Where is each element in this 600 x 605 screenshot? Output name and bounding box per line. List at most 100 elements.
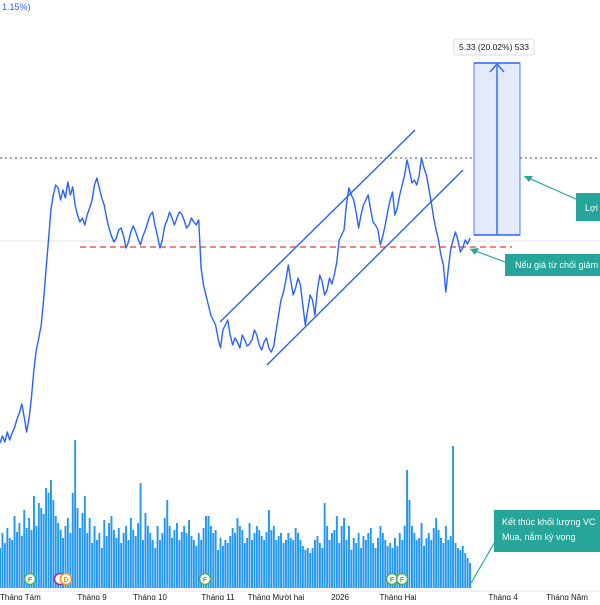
volume-bar bbox=[391, 548, 394, 588]
volume-bar bbox=[222, 546, 224, 588]
volume-bar bbox=[430, 540, 433, 588]
volume-bar bbox=[91, 543, 94, 588]
volume-bar bbox=[127, 540, 130, 588]
volume-bar bbox=[357, 533, 360, 588]
volume-bar bbox=[42, 514, 45, 588]
volume-bar bbox=[396, 546, 399, 588]
volume-bar bbox=[398, 533, 401, 588]
volume-bar bbox=[381, 533, 384, 588]
volume-bar bbox=[364, 540, 367, 588]
volume-bar bbox=[362, 536, 365, 588]
volume-bar bbox=[304, 550, 307, 588]
callout-profit-box[interactable] bbox=[576, 193, 600, 221]
volume-bar bbox=[226, 543, 229, 588]
volume-bar bbox=[318, 543, 321, 588]
price-change-text: 1.15%) bbox=[2, 2, 31, 12]
callout-reject-arrow bbox=[470, 248, 479, 255]
volume-bar bbox=[352, 538, 355, 588]
callout-reject-text: Nếu giá từ chối giảm bbox=[515, 260, 598, 270]
volume-bar bbox=[442, 543, 445, 588]
volume-bar bbox=[297, 533, 299, 588]
channel-lower-line[interactable] bbox=[266, 169, 464, 366]
volume-bar bbox=[234, 533, 236, 588]
volume-bar bbox=[331, 533, 333, 588]
volume-bar bbox=[379, 526, 382, 588]
volume-bar bbox=[367, 533, 370, 588]
volume-bar bbox=[372, 543, 375, 588]
volume-bar bbox=[328, 540, 331, 588]
volume-bar bbox=[444, 526, 447, 588]
volume-bar bbox=[258, 530, 261, 588]
volume-bar bbox=[272, 526, 275, 588]
volume-bar bbox=[425, 538, 428, 588]
volume-bar bbox=[103, 520, 106, 588]
volume-bar bbox=[18, 523, 21, 588]
volume-bar bbox=[125, 526, 127, 588]
event-marker-d-icon[interactable]: D bbox=[59, 572, 73, 586]
volume-bar bbox=[447, 540, 450, 588]
volume-bar bbox=[282, 543, 285, 588]
volume-bar bbox=[209, 526, 212, 588]
volume-bar bbox=[263, 540, 266, 588]
callout-reject-box[interactable] bbox=[505, 254, 600, 276]
event-marker-f-icon[interactable]: F bbox=[385, 572, 399, 586]
volume-bar bbox=[45, 488, 47, 588]
volume-bar bbox=[105, 536, 108, 588]
volume-bar bbox=[275, 540, 278, 588]
volume-bar bbox=[8, 538, 11, 588]
volume-bar bbox=[197, 533, 200, 588]
volume-bar bbox=[129, 518, 132, 588]
volume-bar bbox=[306, 548, 309, 588]
volume-bar bbox=[268, 510, 270, 588]
volume-bar bbox=[413, 533, 416, 588]
volume-bar bbox=[435, 518, 438, 588]
volume-bar bbox=[360, 548, 362, 588]
volume-bar bbox=[62, 538, 64, 588]
volume-bar bbox=[452, 446, 454, 588]
volume-bar bbox=[338, 543, 341, 588]
volume-bar bbox=[355, 543, 358, 588]
volume-bar bbox=[202, 528, 205, 588]
volume-bar bbox=[454, 543, 457, 588]
event-marker-f-icon[interactable]: F bbox=[23, 572, 37, 586]
volume-bar bbox=[28, 518, 31, 588]
svg-text:F: F bbox=[400, 577, 405, 584]
volume-bar bbox=[81, 513, 84, 588]
price-line[interactable] bbox=[0, 157, 471, 444]
channel-upper-line[interactable] bbox=[219, 129, 416, 323]
volume-bar bbox=[255, 526, 258, 588]
volume-bar bbox=[285, 540, 287, 588]
volume-bar bbox=[180, 532, 183, 588]
svg-text:F: F bbox=[203, 577, 208, 584]
volume-bar bbox=[214, 530, 217, 588]
volume-bar bbox=[217, 550, 219, 588]
volume-bar bbox=[440, 538, 442, 588]
volume-bar bbox=[384, 540, 387, 588]
volume-bar bbox=[23, 510, 26, 588]
volume-bar bbox=[374, 548, 377, 588]
volume-bar bbox=[171, 538, 173, 588]
volume-bar bbox=[236, 518, 239, 588]
callout-volume-box[interactable] bbox=[494, 510, 600, 552]
volume-bar bbox=[16, 532, 18, 588]
callout-volume-line1: Kết thúc khối lượng VC bbox=[502, 517, 596, 527]
event-marker-f-icon[interactable]: F bbox=[198, 572, 212, 586]
svg-text:F: F bbox=[390, 577, 395, 584]
volume-bar bbox=[88, 518, 91, 588]
volume-bar bbox=[415, 540, 418, 588]
volume-bar bbox=[117, 528, 120, 588]
volume-bar bbox=[459, 550, 462, 588]
volume-bar bbox=[176, 523, 178, 588]
volume-bar bbox=[277, 536, 280, 588]
volume-bar bbox=[79, 528, 81, 588]
event-marker-f-icon[interactable]: F bbox=[395, 572, 409, 586]
time-axis-label: Tháng Năm bbox=[546, 593, 588, 600]
volume-bar bbox=[146, 526, 149, 588]
volume-bar bbox=[71, 493, 74, 588]
volume-bar bbox=[185, 533, 188, 588]
volume-bar bbox=[270, 530, 273, 588]
volume-bar bbox=[427, 533, 430, 588]
volume-bar bbox=[40, 508, 43, 588]
